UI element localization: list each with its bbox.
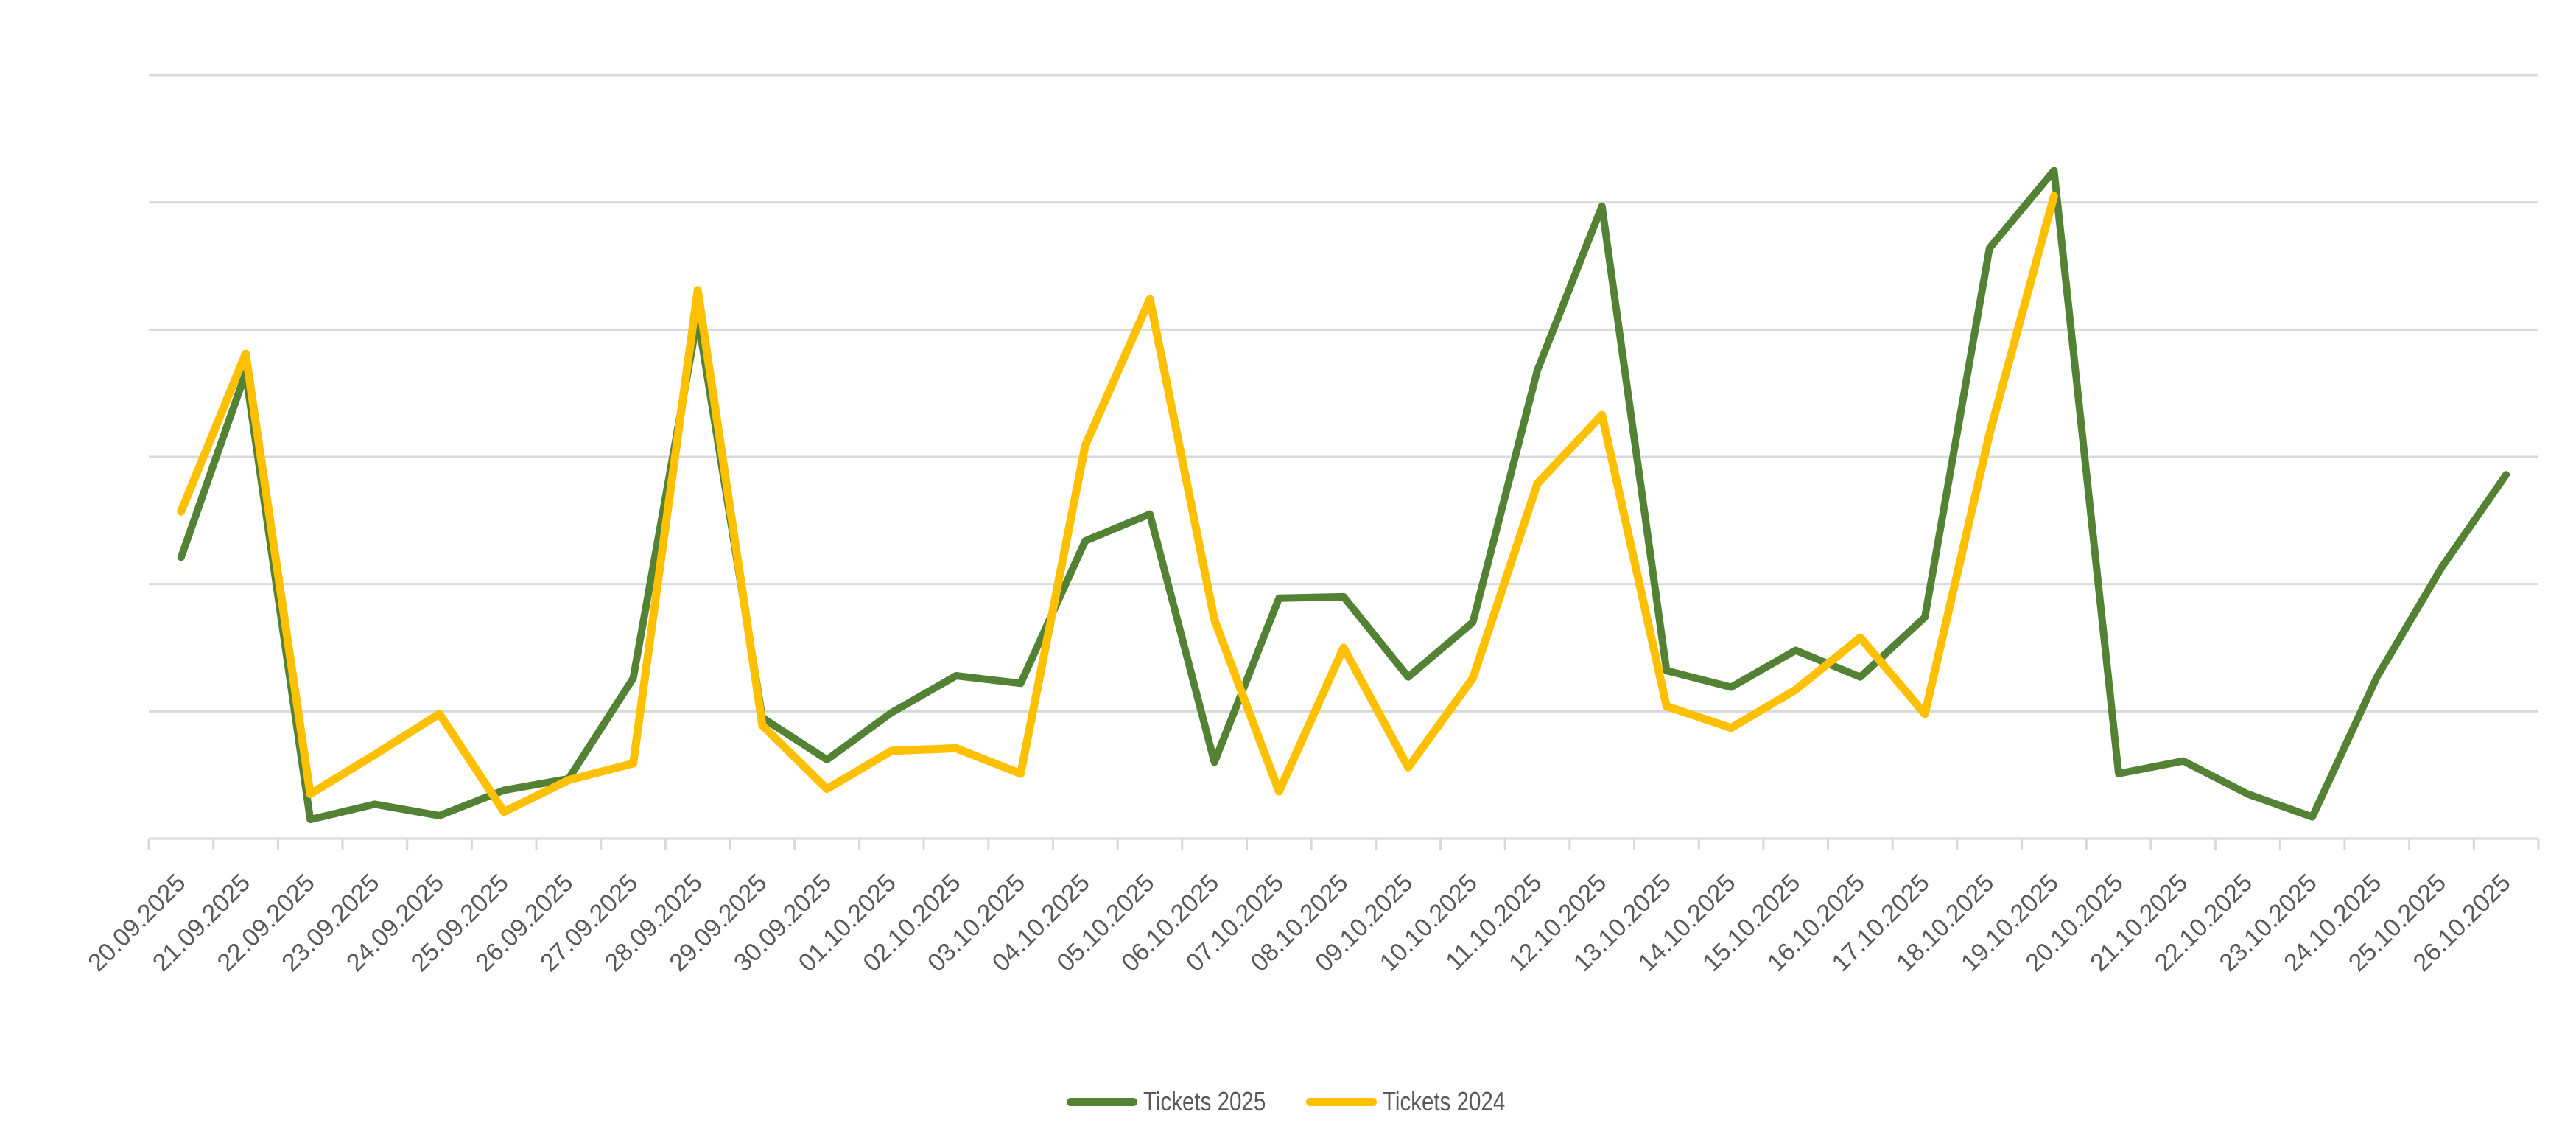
series-line-tickets-2025[interactable] bbox=[177, 167, 2510, 824]
series-line-tickets-2024[interactable] bbox=[177, 192, 2058, 816]
legend-label: Tickets 2024 bbox=[1382, 1086, 1505, 1116]
legend-line-swatch-green-icon bbox=[1066, 1097, 1137, 1106]
legend: Tickets 2025 Tickets 2024 bbox=[0, 1083, 2576, 1120]
x-axis-labels: 20.09.202521.09.202522.09.202523.09.2025… bbox=[83, 869, 2516, 977]
data-series bbox=[177, 167, 2510, 824]
legend-line-swatch-yellow-icon bbox=[1305, 1097, 1377, 1106]
x-axis bbox=[147, 837, 2540, 850]
legend-label: Tickets 2025 bbox=[1143, 1086, 1266, 1116]
legend-item-tickets-2024[interactable]: Tickets 2024 bbox=[1305, 1086, 1510, 1117]
legend-item-tickets-2025[interactable]: Tickets 2025 bbox=[1066, 1086, 1271, 1117]
gridlines bbox=[149, 74, 2538, 713]
